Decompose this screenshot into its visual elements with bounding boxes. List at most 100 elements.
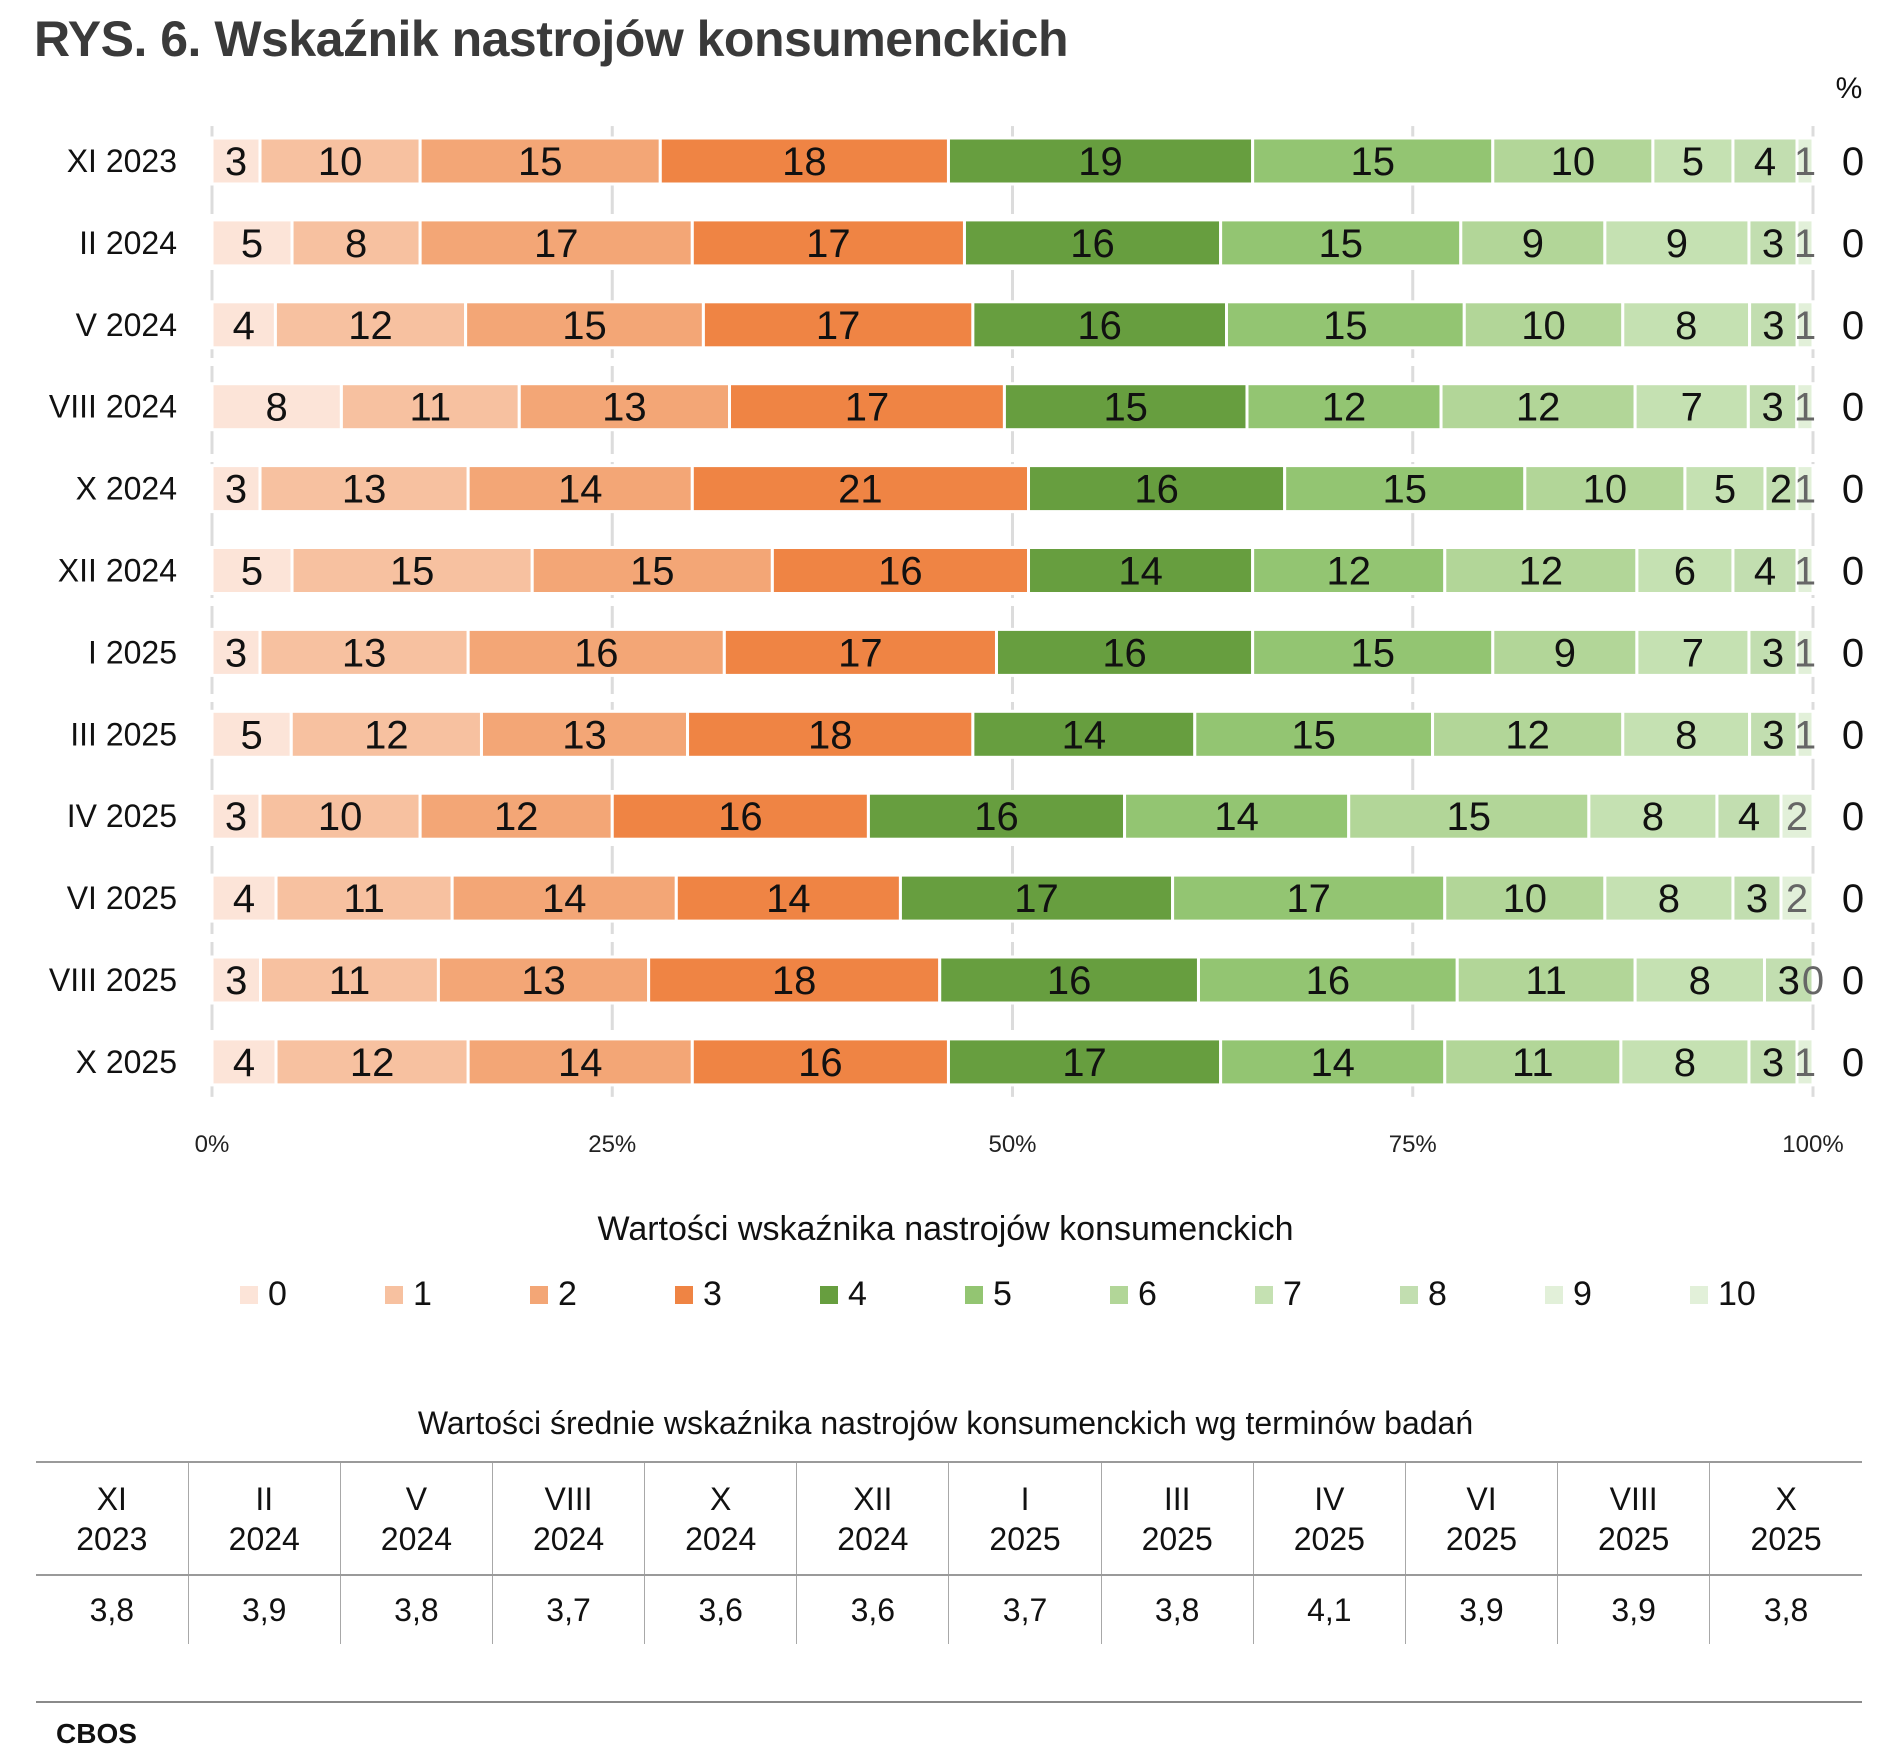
data-label-3: 16 — [878, 550, 923, 594]
bar-segment-4 — [946, 136, 1255, 186]
bar-segment-8 — [1748, 709, 1799, 759]
bar-segment-2 — [466, 1037, 694, 1087]
legend-label: 3 — [703, 1275, 722, 1313]
data-label-5: 15 — [1323, 304, 1368, 348]
data-label-3: 17 — [816, 304, 861, 348]
data-label-7: 7 — [1681, 386, 1703, 430]
category-label: X 2025 — [76, 1044, 177, 1080]
data-label-9: 1 — [1794, 386, 1816, 430]
mean-table-header-row: XI 2023 II 2024 V 2024 VIII 2024 X 2024 XII 2024 I 20… — [36, 1462, 1862, 1575]
data-label-8: 3 — [1778, 959, 1800, 1003]
data-label-5: 15 — [1350, 140, 1395, 184]
data-label-5: 14 — [1214, 795, 1259, 839]
legend-label: 5 — [993, 1275, 1012, 1313]
bar-segment-1 — [258, 136, 422, 186]
bar-segment-9 — [1779, 791, 1815, 841]
bar-segment-6 — [1443, 1037, 1623, 1087]
category-label: XII 2024 — [58, 553, 177, 589]
bar-segment-3 — [770, 546, 1031, 595]
data-label-0: 4 — [233, 877, 255, 921]
mean-table-value-cell: 3,6 — [644, 1575, 797, 1644]
bar-segment-1 — [339, 382, 521, 432]
mean-table-values-row: 3,8 3,9 3,8 3,7 3,6 3,6 3,7 3,8 4,1 3,9 3,9 3,8 — [36, 1575, 1862, 1644]
legend-label: 7 — [1283, 1275, 1302, 1313]
bar-segment-7 — [1635, 546, 1735, 595]
bar-segment-5 — [1251, 546, 1447, 595]
legend-label: 10 — [1718, 1275, 1756, 1313]
data-label-1: 10 — [318, 140, 363, 184]
x-tick-label: 0% — [195, 1131, 230, 1158]
bar-segment-1 — [258, 791, 422, 841]
bar-segment-2 — [450, 873, 678, 923]
bar-segment-7 — [1621, 300, 1752, 350]
legend-swatch — [820, 1285, 838, 1304]
bar-segment-7 — [1633, 382, 1750, 432]
bar-segment-6 — [1462, 300, 1625, 350]
bar-segment-3 — [727, 382, 1006, 432]
legend-item: 3 — [675, 1275, 722, 1314]
data-label-0: 3 — [225, 959, 247, 1003]
mean-table-value-cell: 3,9 — [187, 1575, 341, 1644]
unit-label: % — [1836, 72, 1863, 105]
bar-segment-7 — [1635, 627, 1751, 677]
bar-segment-1 — [274, 1037, 470, 1087]
legend-swatch — [530, 1285, 548, 1304]
data-label-5: 12 — [1326, 550, 1371, 594]
legend: 0 1 2 3 4 5 6 7 8 9 10 — [240, 1275, 1800, 1319]
data-label-6: 10 — [1551, 140, 1596, 184]
data-label-3: 16 — [718, 795, 763, 839]
data-label-9: 1 — [1794, 713, 1816, 757]
data-label-4: 15 — [1103, 386, 1148, 430]
data-label-4: 14 — [1062, 713, 1107, 757]
bar-segment-8 — [1731, 546, 1799, 595]
bar-segment-5 — [1123, 791, 1351, 841]
data-label-0: 5 — [241, 713, 263, 757]
data-label-3: 16 — [798, 1041, 843, 1085]
data-label-1: 10 — [318, 795, 363, 839]
bar-segment-6 — [1431, 709, 1625, 759]
data-label-4: 16 — [1102, 631, 1147, 675]
bar-segment-9 — [1795, 382, 1815, 432]
data-label-2: 15 — [562, 304, 607, 348]
data-label-2: 15 — [630, 550, 675, 594]
data-label-7: 8 — [1642, 795, 1664, 839]
data-label-6: 12 — [1519, 550, 1564, 594]
legend-item: 9 — [1545, 1275, 1592, 1314]
bar-segment-8 — [1746, 382, 1799, 432]
bar-segment-9 — [1795, 218, 1815, 268]
bar-segment-8 — [1747, 627, 1799, 677]
footer-divider — [36, 1701, 1862, 1703]
data-label-8: 4 — [1754, 550, 1776, 594]
data-label-1: 15 — [390, 550, 435, 594]
data-label-8: 3 — [1762, 631, 1784, 675]
mean-table-header-cell: I 2025 — [948, 1462, 1102, 1575]
data-label-8: 2 — [1770, 468, 1792, 512]
data-label-10: 0 — [1842, 795, 1864, 839]
bar-segment-4 — [1027, 546, 1255, 595]
data-label-1: 13 — [342, 631, 387, 675]
data-label-7: 5 — [1682, 140, 1704, 184]
data-label-3: 17 — [838, 631, 883, 675]
bar-segment-5 — [1171, 873, 1447, 923]
legend-swatch — [1690, 1285, 1708, 1304]
legend-label: 0 — [268, 1275, 287, 1313]
stacked-bar-chart: 0% 25% 50% 75% 100%%XI 2023 3 10 15 18 19 15 10 5 4 1 0… — [49, 72, 1864, 1158]
data-label-7: 5 — [1714, 468, 1736, 512]
mean-values-table: XI 2023 II 2024 V 2024 VIII 2024 X 2024 XII 2024 I 20… — [36, 1461, 1862, 1644]
mean-table-header-cell: III 2025 — [1100, 1462, 1254, 1575]
data-label-3: 21 — [838, 468, 883, 512]
legend-swatch — [240, 1285, 258, 1304]
bar-segment-9 — [1779, 873, 1815, 923]
category-label: XI 2023 — [67, 143, 177, 179]
bar-segment-0 — [210, 382, 343, 432]
data-label-10: 0 — [1842, 304, 1864, 348]
mean-table-title: Wartości średnie wskaźnika nastrojów kon… — [417, 1405, 1474, 1441]
data-label-6: 9 — [1554, 631, 1576, 675]
legend-item: 10 — [1690, 1275, 1756, 1314]
bar-segment-2 — [418, 218, 694, 268]
data-label-7: 7 — [1682, 631, 1704, 675]
data-label-1: 11 — [343, 877, 385, 921]
data-label-5: 16 — [1306, 959, 1351, 1003]
data-label-7: 8 — [1658, 877, 1680, 921]
x-tick-label: 100% — [1782, 1131, 1843, 1158]
